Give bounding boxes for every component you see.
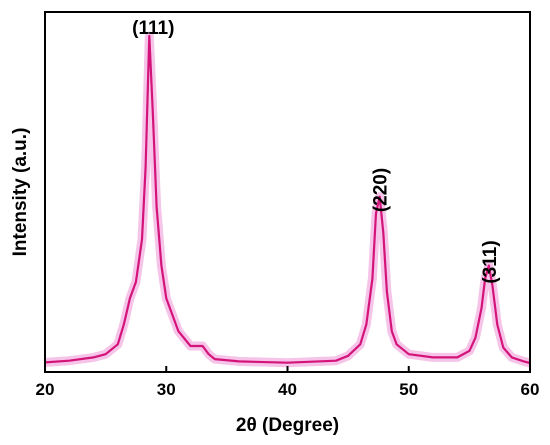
series-line [44, 34, 531, 365]
data-point [491, 284, 494, 287]
data-point [365, 323, 368, 326]
x-tick-label: 60 [521, 380, 540, 399]
data-point [456, 356, 459, 359]
peak-label: (311) [480, 240, 501, 283]
data-point [488, 264, 490, 267]
data-point [378, 195, 381, 198]
data-point [386, 291, 388, 293]
data-point [359, 343, 362, 346]
data-point [511, 356, 513, 359]
data-point [502, 346, 505, 349]
data-point [160, 264, 163, 267]
x-tick-label: 20 [36, 380, 55, 399]
data-point [141, 238, 143, 241]
data-point [335, 359, 337, 362]
data-point [371, 277, 374, 280]
data-point [201, 345, 204, 347]
data-point [104, 353, 107, 356]
series-line-layer [44, 34, 531, 365]
data-point [375, 212, 377, 214]
data-point [129, 297, 131, 300]
data-point [189, 345, 192, 347]
data-point [92, 356, 95, 359]
data-point [391, 330, 393, 333]
x-axis-ticks: 20 30 40 50 60 [36, 366, 540, 399]
data-point [68, 359, 71, 362]
x-tick-label: 30 [157, 380, 176, 399]
peak-annotations: (111) (220) (311) [132, 18, 501, 284]
data-point [286, 361, 289, 364]
data-point [117, 343, 119, 346]
data-point [432, 356, 434, 359]
data-point [135, 281, 137, 283]
data-point [144, 166, 147, 168]
data-point [480, 307, 483, 310]
series-shade [44, 31, 532, 368]
intensity-shade-layer [44, 31, 532, 368]
data-point [523, 360, 525, 363]
data-point [238, 360, 240, 363]
peak-label: (111) [132, 18, 174, 39]
x-axis-label: 2θ (Degree) [236, 415, 339, 436]
data-point [347, 355, 349, 357]
data-point [408, 353, 410, 356]
data-point [484, 277, 486, 280]
data-point [123, 323, 125, 326]
x-tick-label: 50 [399, 380, 418, 399]
peak-label: (220) [371, 168, 392, 212]
data-point [148, 35, 151, 37]
data-point [177, 330, 180, 333]
data-point [152, 113, 154, 116]
data-point [496, 323, 499, 326]
plot-frame [44, 11, 531, 373]
data-point [155, 205, 158, 208]
data-point [395, 343, 398, 346]
data-point [214, 358, 216, 360]
data-point [474, 337, 477, 339]
data-point [165, 297, 168, 300]
data-point [382, 232, 385, 234]
x-tick-label: 40 [278, 380, 297, 399]
data-point [468, 350, 471, 352]
y-axis-label: Intensity (a.u.) [10, 128, 31, 257]
data-point [207, 353, 210, 356]
